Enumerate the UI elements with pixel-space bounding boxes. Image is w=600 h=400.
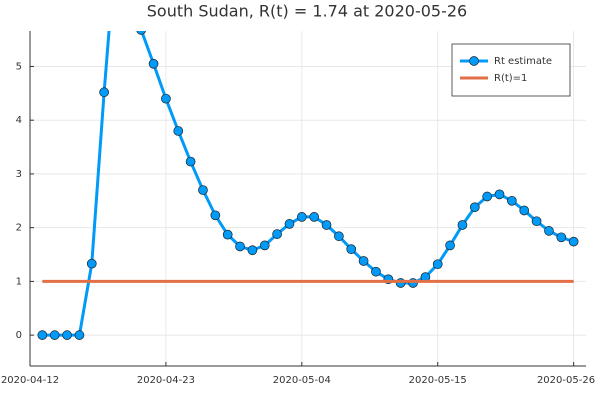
x-tick-label: 2020-05-15 [409,375,467,386]
legend-marker [469,56,479,66]
point [37,330,48,340]
point [185,156,196,167]
point [222,229,233,240]
legend-box [451,43,571,97]
point [321,220,332,230]
point [457,220,468,230]
y-tick-label: 3 [16,169,22,180]
point [395,278,406,288]
x-tick-label: 2020-04-23 [137,375,195,386]
y-tick-label: 4 [16,115,22,126]
point [86,258,97,269]
x-tick-label: 2020-04-12 [1,375,59,386]
point [49,330,60,340]
point [445,240,455,251]
point [507,195,517,206]
point [482,191,493,202]
point [469,202,480,213]
point [272,229,282,239]
point [371,266,381,277]
point [408,278,418,288]
x-tick-label: 2020-05-04 [273,375,331,386]
x-tick-label: 2020-05-26 [537,375,595,386]
y-tick-label: 5 [16,61,22,72]
point [284,219,295,229]
point [519,205,530,216]
point [544,226,554,236]
point [494,189,505,200]
point [247,245,258,256]
point [161,93,171,104]
point [74,330,85,340]
point [210,210,221,221]
legend-label: R(t)=1 [494,73,527,84]
point [62,330,72,340]
point [531,216,542,227]
point [309,212,320,222]
point [173,126,184,136]
point [259,240,270,251]
point [568,236,579,247]
point [136,31,146,35]
point [296,212,307,222]
point [148,58,159,69]
chart-title: South Sudan, R(t) = 1.74 at 2020-05-26 [147,2,467,21]
legend-label: Rt estimate [494,56,552,67]
y-tick-label: 1 [16,276,22,287]
point [432,259,443,270]
point [358,256,369,266]
point [556,232,567,243]
y-tick-label: 0 [16,330,22,341]
point [334,231,344,242]
point [235,241,245,252]
point [346,244,357,254]
point [198,185,208,195]
y-tick-label: 2 [16,223,22,234]
point [99,87,109,98]
